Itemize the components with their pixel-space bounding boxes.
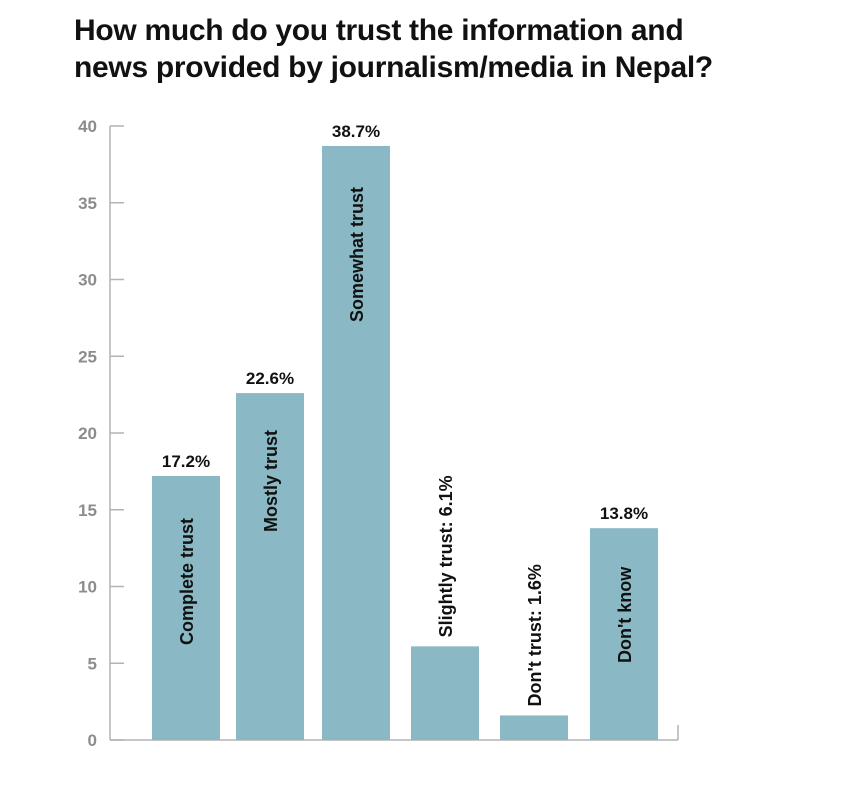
bar xyxy=(500,715,568,740)
chart-title-line-1: How much do you trust the information an… xyxy=(74,14,684,47)
bar xyxy=(411,646,479,740)
bar xyxy=(236,393,304,740)
data-label: 38.7% xyxy=(332,122,380,141)
data-label: 22.6% xyxy=(246,369,294,388)
bar xyxy=(322,145,390,740)
bar xyxy=(590,528,658,740)
y-tick-label: 40 xyxy=(78,117,97,136)
y-tick-label: 0 xyxy=(88,731,97,750)
category-label: Mostly trust xyxy=(261,430,281,532)
y-tick-label: 25 xyxy=(78,347,97,366)
y-tick-label: 20 xyxy=(78,424,97,443)
y-tick-label: 10 xyxy=(78,578,97,597)
category-label: Don't know xyxy=(615,566,635,663)
y-tick-label: 35 xyxy=(78,194,97,213)
category-label: Somewhat trust xyxy=(347,187,367,322)
category-label: Don't trust: 1.6% xyxy=(525,564,545,706)
data-label: 17.2% xyxy=(162,452,210,471)
y-tick-label: 5 xyxy=(88,654,97,673)
category-label: Slightly trust: 6.1% xyxy=(436,475,456,637)
chart-title-line-2: news provided by journalism/media in Nep… xyxy=(74,51,713,84)
y-tick-label: 15 xyxy=(78,501,97,520)
chart-title: How much do you trust the information an… xyxy=(74,12,814,86)
category-label: Complete trust xyxy=(177,518,197,645)
bar xyxy=(152,475,220,740)
data-label: 13.8% xyxy=(600,504,648,523)
y-tick-label: 30 xyxy=(78,271,97,290)
